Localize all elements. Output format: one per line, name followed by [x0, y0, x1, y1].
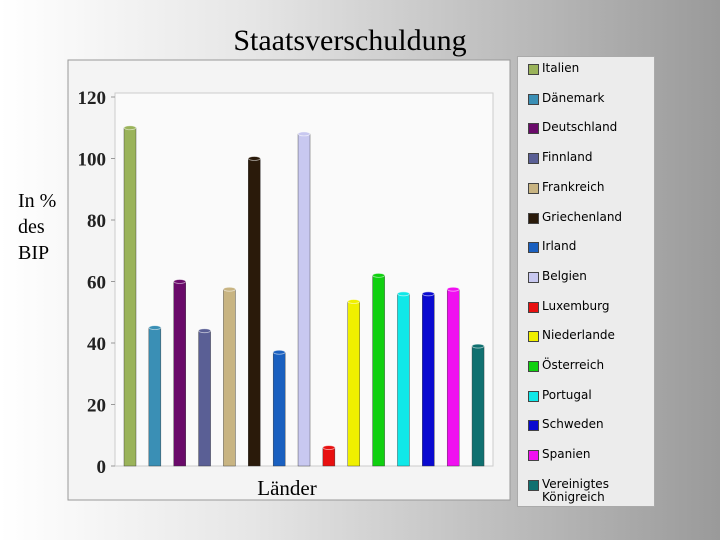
legend-item: Niederlande [528, 328, 652, 343]
legend-label: Irland [542, 239, 577, 254]
legend-swatch [528, 153, 539, 165]
legend-label: Spanien [542, 447, 591, 462]
legend-swatch [528, 301, 539, 313]
y-axis-label: In % des BIP [18, 190, 57, 264]
y-tick-label: 80 [87, 211, 106, 232]
legend-swatch [528, 242, 539, 254]
legend-item: Belgien [528, 268, 652, 283]
y-tick-label: 60 [87, 273, 106, 294]
bar [198, 330, 211, 467]
bar [322, 447, 336, 467]
legend-swatch [528, 420, 539, 432]
legend-swatch [528, 123, 539, 135]
legend-item: Luxemburg [528, 298, 652, 313]
bar-cap [173, 279, 187, 284]
bar-cap [148, 325, 162, 331]
bar [173, 281, 186, 467]
legend-item: Griechenland [528, 209, 652, 224]
legend-label: Dänemark [542, 90, 605, 105]
chart-title: Staatsverschuldung [233, 24, 466, 57]
x-axis-label: Länder [257, 476, 316, 500]
legend-label: Österreich [542, 358, 605, 372]
legend: Italien Dänemark Deutschland Finnland Frankr… [517, 56, 655, 507]
legend-label: Belgien [542, 268, 587, 283]
legend-item: Vereinigtes Königreich [528, 476, 652, 504]
legend-label: Portugal [542, 387, 592, 402]
legend-item: Italien [528, 61, 652, 75]
bar-cap [347, 299, 361, 304]
bar [471, 345, 485, 467]
legend-swatch [528, 361, 539, 372]
bar-cap [421, 291, 435, 297]
legend-label: Italien [542, 61, 580, 75]
bar [248, 158, 261, 467]
bar [272, 352, 286, 467]
y-tick-label: 20 [87, 396, 106, 417]
bar [422, 293, 435, 467]
bar-cap [322, 445, 336, 450]
legend-item: Irland [528, 239, 652, 254]
legend-label: Vereinigtes Königreich [542, 476, 609, 504]
legend-item: Deutschland [528, 120, 652, 135]
bar [397, 293, 410, 467]
legend-swatch [528, 93, 539, 105]
legend-label: Frankreich [542, 179, 605, 194]
legend-swatch [528, 390, 539, 402]
legend-swatch [528, 212, 539, 224]
y-tick-label: 100 [78, 150, 107, 171]
legend-label: Niederlande [542, 328, 615, 343]
bar-cap [223, 286, 236, 292]
bar-cap [372, 272, 386, 278]
y-tick-label: 0 [97, 457, 107, 478]
legend-item: Spanien [528, 447, 652, 462]
bar [297, 133, 311, 467]
legend-swatch [528, 331, 539, 343]
legend-swatch [528, 450, 539, 462]
legend-item: Österreich [528, 358, 652, 372]
legend-item: Schweden [528, 417, 652, 432]
legend-swatch [528, 479, 539, 491]
legend-item: Frankreich [528, 179, 652, 194]
legend-item: Finnland [528, 150, 652, 165]
bar-cap [446, 286, 460, 292]
bar-cap [471, 343, 485, 349]
legend-swatch [528, 64, 539, 75]
bar-cap [247, 156, 261, 161]
legend-label: Schweden [542, 417, 604, 432]
legend-item: Portugal [528, 387, 652, 402]
legend-label: Griechenland [542, 209, 623, 224]
bar [372, 275, 385, 467]
bar [123, 127, 137, 467]
y-tick-label: 120 [78, 88, 107, 109]
legend-label: Finnland [542, 150, 593, 165]
bar-cap [397, 291, 410, 297]
legend-swatch [528, 271, 539, 283]
bar-cap [272, 349, 286, 355]
legend-item: Dänemark [528, 90, 652, 105]
legend-swatch [528, 182, 539, 194]
y-tick-label: 40 [87, 334, 106, 355]
bar-cap [198, 328, 211, 334]
bar [223, 288, 236, 467]
bar [347, 301, 360, 467]
bar-cap [297, 131, 311, 137]
legend-label: Luxemburg [542, 298, 610, 313]
legend-label: Deutschland [542, 120, 618, 135]
bar [148, 327, 162, 467]
bar [446, 288, 460, 467]
bar-cap [123, 125, 137, 131]
